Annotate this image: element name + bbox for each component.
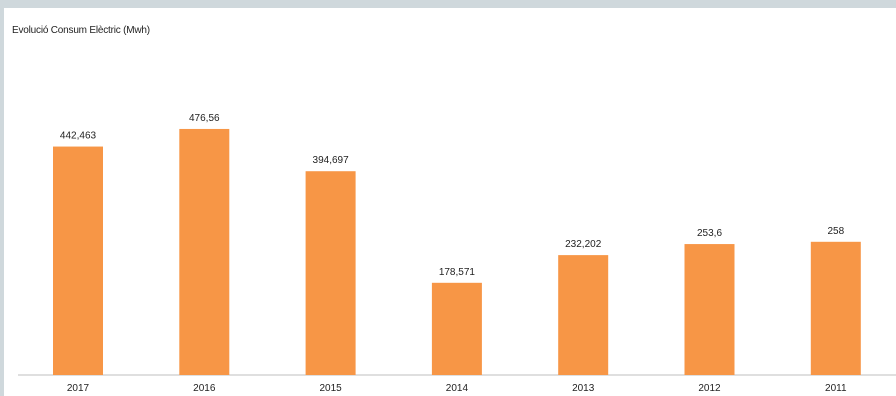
bar-2011 bbox=[810, 241, 861, 375]
data-label-2011: 258 bbox=[827, 226, 844, 237]
chart-panel: Evolució Consum Elèctric (Mwh) 442,463 20… bbox=[4, 8, 896, 396]
x-tick-label-2017: 2017 bbox=[67, 383, 90, 394]
bar-2012 bbox=[684, 244, 735, 375]
x-tick-label-2013: 2013 bbox=[572, 383, 595, 394]
data-label-2015: 394,697 bbox=[313, 155, 350, 166]
chart-title: Evolució Consum Elèctric (Mwh) bbox=[12, 25, 150, 36]
data-label-2014: 178,571 bbox=[439, 267, 476, 278]
x-tick-label-2016: 2016 bbox=[193, 383, 216, 394]
bar-chart: 442,463 2017 476,56 2016 394,697 2015 178,571 2… bbox=[18, 113, 896, 394]
bar-2014 bbox=[431, 282, 482, 375]
data-label-2012: 253,6 bbox=[697, 228, 722, 239]
bar-2016 bbox=[179, 128, 230, 375]
x-tick-label-2015: 2015 bbox=[319, 383, 342, 394]
bar-2017 bbox=[53, 146, 103, 375]
x-tick-label-2012: 2012 bbox=[698, 383, 721, 394]
data-label-2013: 232,202 bbox=[565, 239, 602, 250]
data-label-2017: 442,463 bbox=[60, 131, 97, 142]
data-label-2016: 476,56 bbox=[189, 113, 220, 124]
x-tick-label-2011: 2011 bbox=[825, 383, 847, 394]
x-tick-label-2014: 2014 bbox=[446, 383, 469, 394]
bar-2013 bbox=[558, 255, 609, 375]
bar-2015 bbox=[305, 171, 356, 375]
